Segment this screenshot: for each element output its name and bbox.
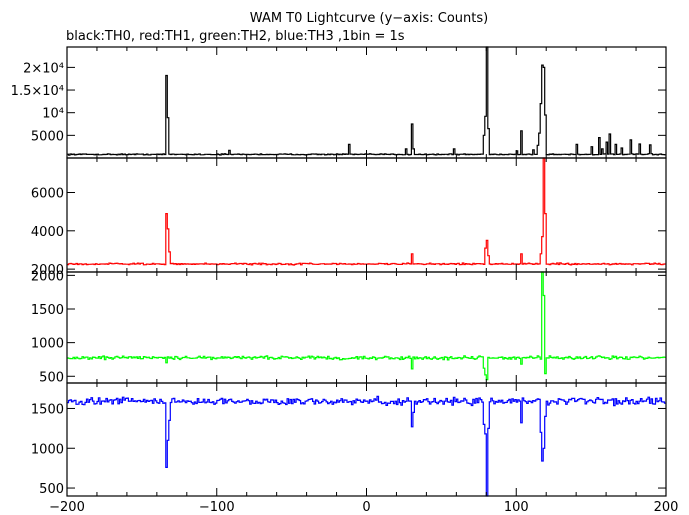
x-tick-label: 0	[362, 500, 370, 515]
panel-frame	[66, 157, 667, 273]
y-tick-label: 1000	[31, 442, 64, 457]
y-tick-label: 4000	[31, 225, 64, 240]
panel-frame	[66, 382, 667, 497]
y-tick-label: 6000	[31, 186, 64, 201]
y-tick-label: 1500	[31, 303, 64, 318]
y-tick-label: 2×10⁴	[23, 61, 64, 76]
panel-th0: 5000 10⁴ 1.5×10⁴ 2×10⁴	[11, 46, 667, 159]
x-tick-label: −100	[199, 500, 235, 515]
y-tick-label: 1000	[31, 337, 64, 352]
plot-panels: 500010⁴1.5×10⁴2×10⁴200040006000500100015…	[11, 46, 678, 515]
chart-subtitle: black:TH0, red:TH1, green:TH2, blue:TH3 …	[66, 29, 405, 44]
panel-th1: 2000 4000 6000	[31, 157, 667, 278]
y-tick-label: 1500	[31, 402, 64, 417]
y-tick-label: 2000	[31, 269, 64, 284]
y-tick-label: 500	[39, 482, 64, 497]
series-line-th3	[67, 395, 666, 497]
series-line-th1	[67, 157, 666, 266]
y-tick-label: 2000	[31, 263, 64, 278]
x-tick-label: −200	[49, 500, 85, 515]
y-tick-label: 5000	[31, 129, 64, 144]
y-tick-label: 500	[39, 370, 64, 385]
series-line-th0	[67, 46, 666, 156]
panel-th3: 500 1000 1500	[31, 382, 667, 497]
panel-frame	[66, 271, 667, 384]
x-axis-labels: −200 −100 0 100 200	[49, 500, 678, 515]
panel-frame	[66, 46, 667, 159]
y-tick-label: 1.5×10⁴	[11, 84, 64, 99]
y-tick-label: 10⁴	[42, 107, 64, 122]
panel-th2: 500 1000 1500 2000	[31, 269, 667, 385]
series-line-th2	[67, 271, 666, 381]
x-tick-label: 200	[654, 500, 679, 515]
x-tick-label: 100	[504, 500, 529, 515]
chart-title: WAM T0 Lightcurve (y−axis: Counts)	[250, 11, 488, 26]
